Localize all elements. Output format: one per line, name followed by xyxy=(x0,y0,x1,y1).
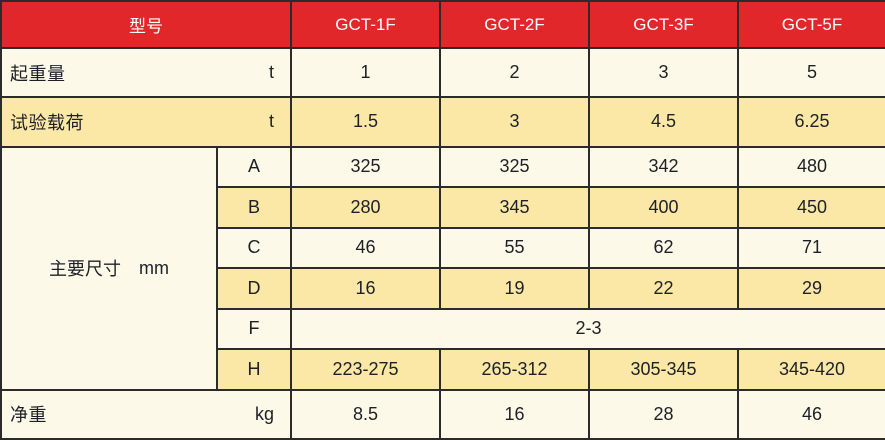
cell-a-gct-3f: 342 xyxy=(588,145,739,189)
row-unit: kg xyxy=(254,403,274,424)
cell-h-gct-5f: 345-420 xyxy=(737,348,885,391)
cell-b-gct-3f: 400 xyxy=(588,186,739,229)
header-model-gct-5f: GCT-5F xyxy=(737,0,885,49)
dim-key-d: D xyxy=(216,267,292,310)
row-net-weight: 净重 kg 8.5 16 28 46 xyxy=(0,388,885,440)
cell-c-gct-5f: 71 xyxy=(737,226,885,270)
row-label-cell: 试验载荷 t xyxy=(0,96,292,148)
cell-testload-gct-3f: 4.5 xyxy=(588,96,739,148)
dimensions-label: 主要尺寸 xyxy=(49,259,121,280)
row-dim-a: 主要尺寸 mm A 325 325 342 480 xyxy=(0,145,885,391)
row-unit: t xyxy=(268,62,274,83)
header-model-gct-1f: GCT-1F xyxy=(290,0,441,49)
dimensions-unit: mm xyxy=(139,257,169,278)
cell-h-gct-3f: 305-345 xyxy=(588,348,739,391)
cell-h-gct-1f: 223-275 xyxy=(290,348,441,391)
dim-key-b: B xyxy=(216,186,292,229)
row-unit: t xyxy=(268,111,274,132)
header-row: 型号 GCT-1F GCT-2F GCT-3F GCT-5F xyxy=(0,0,885,49)
dimensions-group-cell: 主要尺寸 mm xyxy=(0,145,218,391)
header-model-label: 型号 xyxy=(0,0,292,49)
row-dim-b: B 280 345 400 450 xyxy=(1,186,885,229)
cell-testload-gct-5f: 6.25 xyxy=(737,96,885,148)
dim-key-a: A xyxy=(216,145,292,189)
cell-a-gct-1f: 325 xyxy=(290,145,441,189)
row-label: 净重 xyxy=(10,405,47,426)
cell-b-gct-5f: 450 xyxy=(737,186,885,229)
cell-weight-gct-5f: 46 xyxy=(737,388,885,440)
cell-a-gct-2f: 325 xyxy=(439,145,590,189)
row-dim-h: H 223-275 265-312 305-345 345-420 xyxy=(1,348,885,391)
cell-c-gct-3f: 62 xyxy=(588,226,739,270)
cell-f-all-models: 2-3 xyxy=(290,307,885,351)
cell-testload-gct-2f: 3 xyxy=(439,96,590,148)
cell-a-gct-5f: 480 xyxy=(737,145,885,189)
row-test-load: 试验载荷 t 1.5 3 4.5 6.25 xyxy=(0,96,885,148)
dim-key-f: F xyxy=(216,307,292,351)
cell-d-gct-1f: 16 xyxy=(290,267,441,310)
cell-capacity-gct-3f: 3 xyxy=(588,46,739,99)
cell-capacity-gct-2f: 2 xyxy=(439,46,590,99)
dim-key-h: H xyxy=(216,348,292,391)
row-dim-c: C 46 55 62 71 xyxy=(1,226,885,270)
header-model-gct-2f: GCT-2F xyxy=(439,0,590,49)
cell-capacity-gct-5f: 5 xyxy=(737,46,885,99)
cell-weight-gct-1f: 8.5 xyxy=(290,388,441,440)
cell-weight-gct-3f: 28 xyxy=(588,388,739,440)
cell-b-gct-2f: 345 xyxy=(439,186,590,229)
cell-b-gct-1f: 280 xyxy=(290,186,441,229)
row-dim-f: F 2-3 xyxy=(1,307,885,351)
row-label: 起重量 xyxy=(10,63,66,84)
row-label: 试验载荷 xyxy=(10,112,84,133)
cell-capacity-gct-1f: 1 xyxy=(290,46,441,99)
row-dim-d: D 16 19 22 29 xyxy=(1,267,885,310)
cell-c-gct-1f: 46 xyxy=(290,226,441,270)
cell-d-gct-5f: 29 xyxy=(737,267,885,310)
row-label-cell: 起重量 t xyxy=(0,46,292,99)
cell-d-gct-3f: 22 xyxy=(588,267,739,310)
cell-weight-gct-2f: 16 xyxy=(439,388,590,440)
cell-d-gct-2f: 19 xyxy=(439,267,590,310)
row-label-cell: 净重 kg xyxy=(0,388,292,440)
cell-h-gct-2f: 265-312 xyxy=(439,348,590,391)
dim-key-c: C xyxy=(216,226,292,270)
cell-testload-gct-1f: 1.5 xyxy=(290,96,441,148)
row-lifting-capacity: 起重量 t 1 2 3 5 xyxy=(0,46,885,99)
header-model-gct-3f: GCT-3F xyxy=(588,0,739,49)
cell-c-gct-2f: 55 xyxy=(439,226,590,270)
